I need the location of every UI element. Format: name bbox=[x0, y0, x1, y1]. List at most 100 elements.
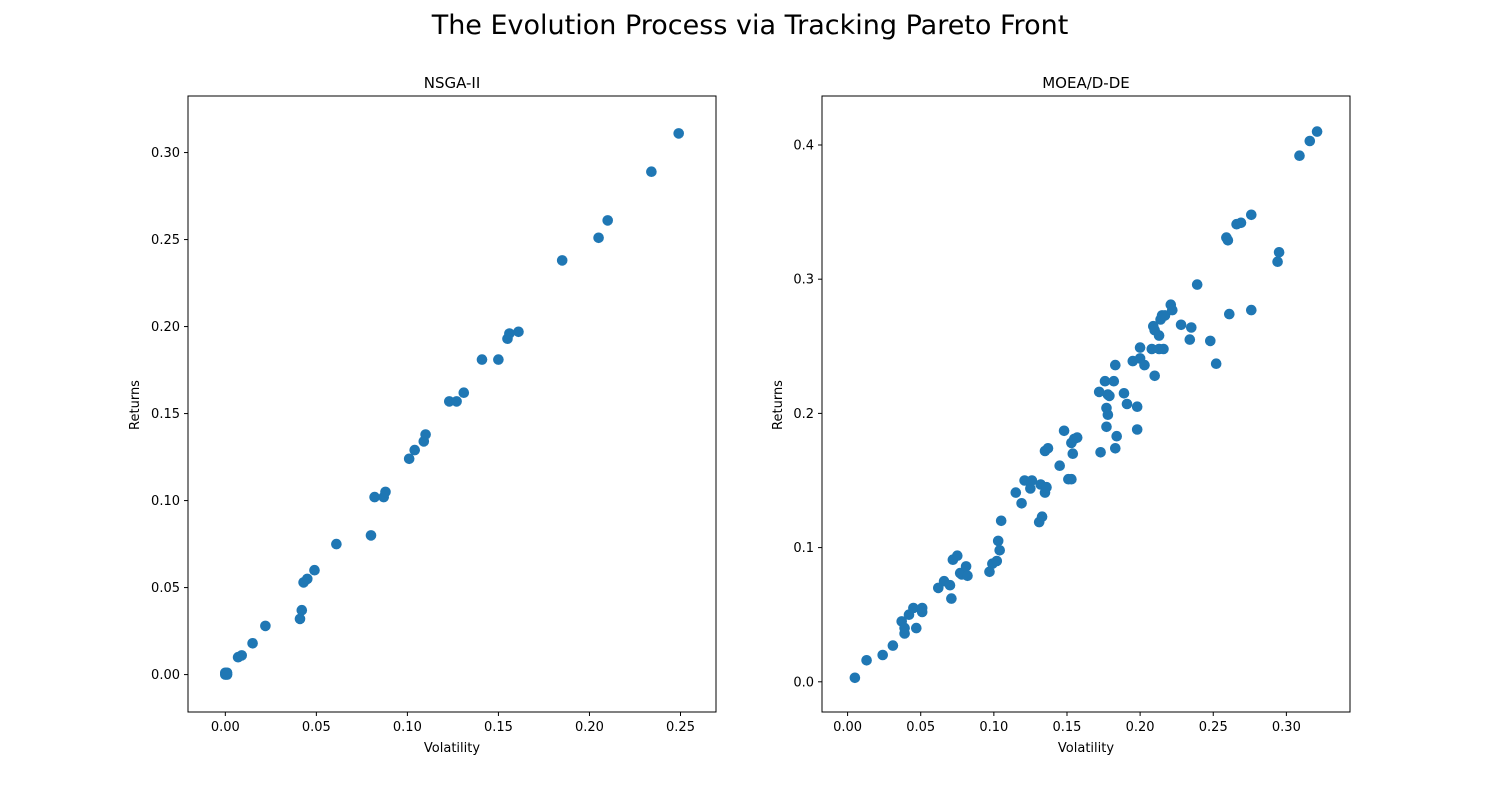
moead-de-data-point bbox=[1304, 135, 1316, 147]
moead-de-data-point bbox=[1146, 343, 1158, 355]
moead-de-data-point bbox=[1104, 390, 1115, 402]
moead-de-data-point bbox=[1042, 443, 1054, 454]
nsga-ii-data-point bbox=[504, 328, 515, 339]
moead-de-data-point bbox=[1191, 279, 1203, 290]
nsga-ii-axes-frame bbox=[187, 95, 717, 713]
moead-de-x-ticks: 0.00 0.05 0.10 0.15 0.20 0.25 0.30 bbox=[833, 712, 1301, 735]
moead-de-data-point bbox=[1095, 447, 1106, 458]
moead-de-y-axis-label: Returns bbox=[771, 380, 786, 430]
moead-de-data-point bbox=[1272, 256, 1283, 268]
nsga-ii-data-point bbox=[420, 429, 431, 440]
nsga-ii-y-tick-label: 0.25 bbox=[151, 233, 180, 248]
moead-de-data-point bbox=[991, 555, 1003, 567]
moead-de-data-point bbox=[1134, 342, 1146, 353]
nsga-ii-data-point bbox=[369, 491, 380, 503]
nsga-ii-x-tick-label: 0.20 bbox=[575, 720, 604, 735]
moead-de-data-point bbox=[1118, 388, 1130, 399]
moead-de-data-point bbox=[984, 566, 995, 578]
moead-de-data-point bbox=[1153, 330, 1165, 341]
moead-de-data-point bbox=[960, 561, 972, 572]
moead-de-data-point bbox=[916, 602, 928, 614]
nsga-ii-y-tick-label: 0.30 bbox=[151, 146, 180, 161]
moead-de-data-point bbox=[1026, 475, 1038, 486]
moead-de-data-point bbox=[1041, 481, 1052, 493]
moead-de-data-point bbox=[1016, 498, 1027, 509]
nsga-ii-data-point bbox=[513, 326, 524, 338]
moead-de-data-point bbox=[952, 550, 963, 561]
moead-de-data-point bbox=[1110, 359, 1121, 371]
nsga-ii-x-tick-label: 0.10 bbox=[393, 720, 422, 735]
moead-de-y-tick-label: 0.0 bbox=[793, 675, 814, 690]
moead-de-x-tick-label: 0.00 bbox=[833, 720, 862, 735]
moead-de-data-point bbox=[899, 622, 910, 634]
moead-de-data-point bbox=[946, 593, 957, 604]
moead-de-y-ticks: 0.0 0.1 0.2 0.3 0.4 bbox=[793, 138, 822, 690]
nsga-ii-x-tick-label: 0.05 bbox=[302, 720, 331, 735]
nsga-ii-data-point bbox=[380, 486, 391, 498]
nsga-ii-panel: NSGA-II 0.00 0.05 0.10 0.15 0.20 0.25 0.000.0… bbox=[128, 74, 717, 756]
moead-de-data-point bbox=[1071, 432, 1083, 443]
moead-de-x-axis-label: Volatility bbox=[1058, 741, 1114, 756]
moead-de-data-point bbox=[861, 655, 872, 666]
nsga-ii-x-axis-label: Volatility bbox=[424, 741, 480, 756]
moead-de-data-point bbox=[1175, 319, 1187, 331]
moead-de-data-point bbox=[1159, 310, 1171, 321]
nsga-ii-data-point bbox=[646, 166, 657, 177]
nsga-ii-data-point bbox=[444, 396, 455, 407]
moead-de-data-point bbox=[1205, 335, 1216, 347]
moead-de-data-point bbox=[1108, 375, 1120, 387]
nsga-ii-panel-title: NSGA-II bbox=[424, 74, 481, 92]
moead-de-data-point bbox=[1110, 443, 1121, 454]
moead-de-data-point bbox=[1019, 475, 1030, 486]
nsga-ii-data-point bbox=[403, 453, 415, 465]
moead-de-data-point bbox=[1010, 487, 1022, 498]
nsga-ii-data-point bbox=[309, 564, 320, 576]
moead-de-data-point bbox=[995, 515, 1007, 527]
moead-de-data-point bbox=[1111, 430, 1122, 442]
nsga-ii-y-tick-label: 0.15 bbox=[151, 407, 180, 422]
nsga-ii-data-point bbox=[602, 215, 613, 226]
nsga-ii-data-point bbox=[493, 354, 504, 365]
nsga-ii-y-tick-label: 0.10 bbox=[151, 494, 180, 509]
moead-de-data-point bbox=[1102, 409, 1114, 421]
nsga-ii-data-point bbox=[365, 530, 377, 541]
moead-de-data-point bbox=[1101, 421, 1112, 433]
moead-de-data-point bbox=[1121, 398, 1133, 410]
moead-de-data-point bbox=[1246, 209, 1257, 221]
nsga-ii-data-point bbox=[593, 232, 604, 244]
moead-de-x-tick-label: 0.25 bbox=[1199, 720, 1228, 735]
moead-de-data-point bbox=[877, 649, 888, 661]
nsga-ii-data-point bbox=[331, 538, 342, 550]
nsga-ii-y-tick-label: 0.05 bbox=[151, 581, 180, 596]
moead-de-data-point bbox=[1067, 448, 1079, 460]
moead-de-data-point bbox=[1139, 359, 1150, 371]
moead-de-data-point bbox=[944, 579, 956, 591]
moead-de-panel: MOEA/D-DE 0.00 0.05 0.10 0.15 0.20 0.25 0.30 0… bbox=[771, 74, 1351, 756]
moead-de-x-tick-label: 0.10 bbox=[979, 720, 1008, 735]
moead-de-data-point bbox=[1054, 460, 1065, 472]
moead-de-data-point bbox=[1222, 235, 1234, 246]
nsga-ii-data-point bbox=[458, 387, 470, 399]
moead-de-data-point bbox=[1131, 424, 1143, 435]
nsga-ii-x-tick-label: 0.15 bbox=[484, 720, 513, 735]
moead-de-data-point bbox=[908, 602, 919, 614]
moead-de-axes-frame bbox=[821, 95, 1351, 713]
nsga-ii-data-point bbox=[302, 573, 313, 585]
nsga-ii-data-point bbox=[556, 255, 568, 266]
moead-de-y-tick-label: 0.4 bbox=[793, 138, 814, 153]
nsga-ii-data-point bbox=[236, 650, 247, 661]
moead-de-data-point bbox=[887, 640, 899, 651]
moead-de-data-point bbox=[1158, 343, 1169, 355]
moead-de-data-point bbox=[1186, 322, 1197, 333]
moead-de-panel-title: MOEA/D-DE bbox=[1042, 74, 1130, 92]
nsga-ii-y-tick-label: 0.20 bbox=[151, 320, 180, 335]
moead-de-data-point bbox=[1184, 334, 1196, 345]
nsga-ii-data-point bbox=[409, 444, 421, 456]
moead-de-data-point bbox=[1058, 425, 1070, 437]
nsga-ii-points bbox=[220, 128, 684, 680]
moead-de-x-tick-label: 0.30 bbox=[1272, 720, 1301, 735]
moead-de-x-tick-label: 0.05 bbox=[906, 720, 935, 735]
nsga-ii-data-point bbox=[296, 604, 308, 616]
moead-de-data-point bbox=[1167, 304, 1178, 316]
